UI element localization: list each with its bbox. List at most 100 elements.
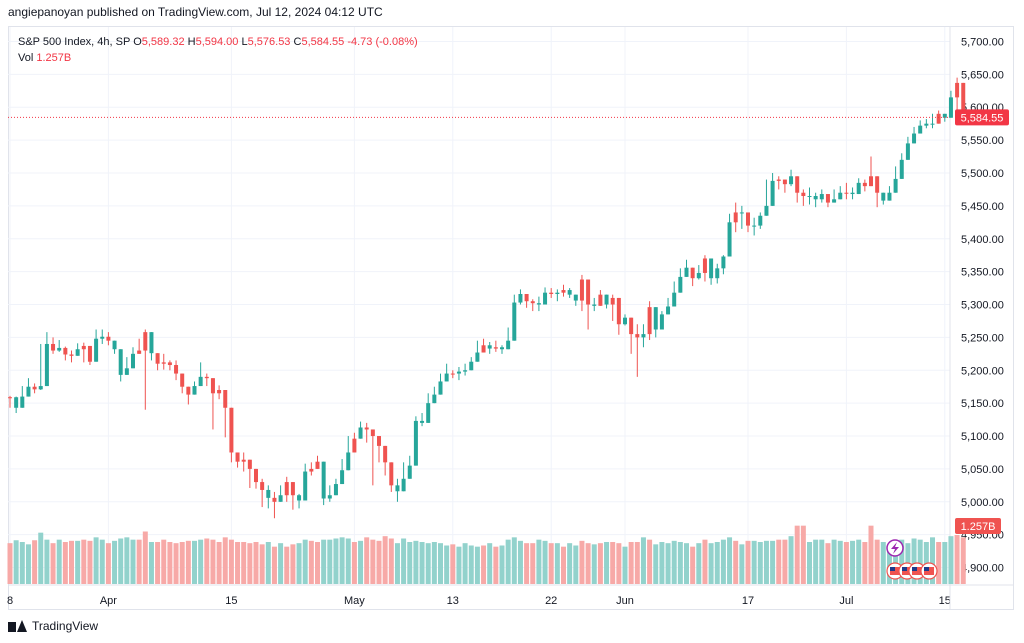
volume-bar — [87, 540, 93, 584]
tradingview-footer[interactable]: TradingView — [8, 619, 98, 633]
candle-body — [63, 347, 68, 355]
volume-bar — [130, 539, 136, 584]
volume-bar — [640, 537, 646, 584]
volume-bar — [32, 540, 38, 584]
volume-bar — [358, 540, 364, 584]
x-tick-label: 8 — [7, 595, 13, 607]
candle — [500, 345, 504, 354]
candle-body — [561, 290, 566, 293]
candle-body — [475, 352, 480, 362]
candle — [721, 255, 726, 275]
volume-bar — [511, 537, 517, 584]
candle — [782, 179, 787, 193]
chart-legend: S&P 500 Index, 4h, SP O5,589.32 H5,594.0… — [18, 34, 418, 66]
candle-body — [512, 302, 517, 341]
volume-bar — [739, 544, 745, 584]
volume-bar — [321, 539, 327, 584]
volume-bar — [886, 544, 892, 584]
candle-body — [653, 307, 658, 330]
candle — [647, 301, 652, 341]
volume-bar — [271, 546, 277, 584]
volume-bar — [788, 536, 794, 584]
chart-frame[interactable] — [8, 26, 1014, 610]
volume-bar — [339, 537, 345, 584]
volume-bar — [954, 535, 960, 584]
y-tick-label: 5,250.00 — [961, 332, 1004, 344]
volume-bar — [179, 542, 185, 584]
volume-bar — [235, 542, 241, 584]
candle-body — [186, 386, 191, 395]
volume-bar — [99, 539, 105, 584]
candle-body — [327, 495, 332, 499]
candle-body — [38, 386, 43, 390]
volume-bar — [345, 538, 351, 584]
open-value: 5,589.32 — [141, 36, 185, 48]
candle — [26, 378, 31, 397]
volume-bar — [702, 539, 708, 584]
candle-body — [592, 304, 597, 306]
candle — [266, 485, 271, 509]
volume-bar — [573, 545, 579, 584]
candle-body — [764, 205, 769, 216]
candle-body — [14, 397, 19, 408]
x-tick-label: 15 — [939, 595, 951, 607]
volume-bar — [727, 537, 733, 584]
candle-body — [684, 267, 689, 277]
candle — [309, 462, 314, 476]
x-tick-label: 13 — [447, 595, 459, 607]
candle-body — [727, 222, 732, 257]
volume-bar — [13, 540, 19, 584]
candle-body — [8, 397, 12, 399]
candle — [198, 362, 203, 387]
candle — [813, 192, 818, 208]
candle — [899, 153, 904, 179]
volume-bar — [628, 542, 634, 584]
volume-bar — [185, 540, 191, 584]
volume-bar — [462, 543, 468, 584]
candle-body — [586, 279, 591, 305]
candle-body — [690, 267, 695, 279]
candle — [32, 383, 37, 394]
volume-bar — [25, 544, 31, 584]
x-tick-label: Jul — [839, 595, 853, 607]
low-label: L — [241, 36, 248, 48]
candle — [696, 265, 701, 280]
candle-body — [100, 336, 105, 339]
candle-body — [543, 292, 548, 305]
volume-bar — [776, 539, 782, 584]
volume-bar — [407, 542, 413, 584]
volume-bar — [677, 542, 683, 584]
candle-body — [247, 459, 252, 469]
candle-body — [278, 495, 283, 502]
candle — [512, 294, 517, 341]
candle — [149, 332, 154, 361]
volume-bar — [333, 538, 339, 584]
flag-event-icon — [920, 562, 938, 580]
candle — [63, 346, 68, 361]
candle — [789, 169, 794, 187]
candle — [881, 192, 886, 205]
candle — [475, 340, 480, 362]
volume-bar — [216, 542, 222, 584]
x-tick-label: 22 — [545, 595, 557, 607]
y-tick-label: 5,100.00 — [961, 431, 1004, 443]
candle — [543, 287, 548, 305]
candle-body — [623, 317, 627, 325]
candle-body — [856, 182, 861, 195]
candle-body — [180, 373, 185, 387]
candle — [38, 343, 43, 391]
volume-bar — [438, 543, 443, 584]
candle-body — [610, 297, 615, 305]
candle-body — [930, 123, 935, 125]
volume-bar — [653, 544, 659, 584]
candle-body — [604, 294, 609, 305]
candle — [370, 429, 375, 486]
candle-body — [87, 345, 92, 362]
candle-body — [832, 199, 837, 203]
symbol-title[interactable]: S&P 500 Index, 4h, SP — [18, 36, 131, 48]
volume-bar — [290, 544, 296, 584]
candle — [610, 294, 615, 321]
candle — [493, 340, 498, 352]
candle-body — [678, 276, 683, 293]
